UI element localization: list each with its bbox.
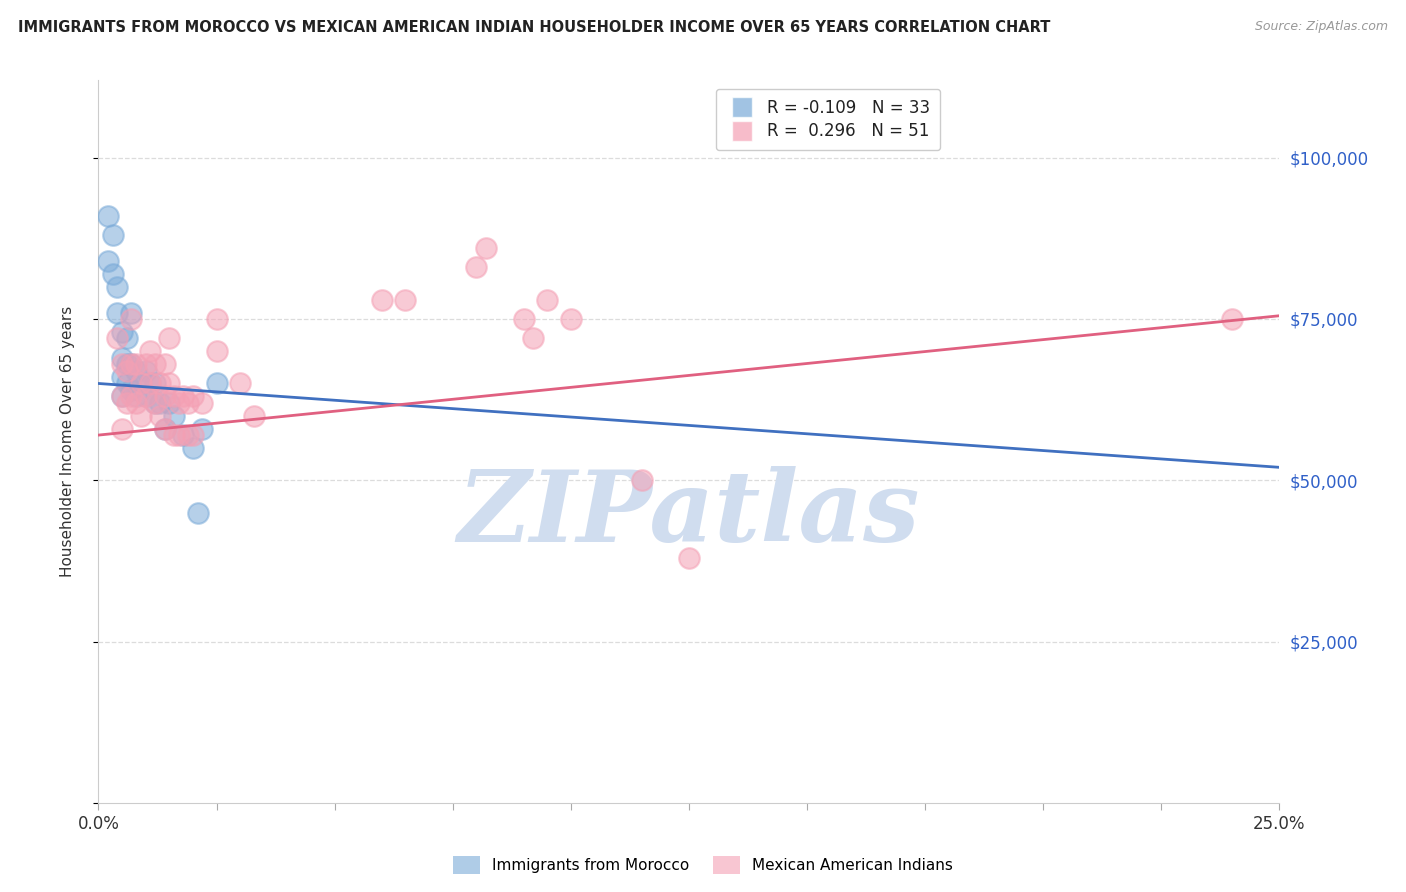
Point (115, 331, 138, 345)
Point (153, 422, 176, 436)
Point (229, 376, 252, 391)
Point (135, 363, 157, 377)
Point (394, 293, 416, 307)
Point (121, 312, 143, 326)
Point (678, 550, 700, 565)
Point (465, 260, 488, 275)
Point (187, 506, 209, 520)
Point (143, 357, 166, 371)
Point (125, 363, 148, 377)
Point (125, 389, 148, 403)
Point (536, 293, 558, 307)
Point (163, 389, 186, 403)
Point (157, 331, 180, 345)
Point (135, 389, 157, 403)
Point (163, 428, 186, 442)
Point (101, 228, 124, 243)
Point (121, 389, 143, 403)
Point (163, 409, 186, 423)
Point (111, 389, 134, 403)
Point (181, 428, 204, 442)
Point (143, 376, 166, 391)
Legend: R = -0.109   N = 33, R =  0.296   N = 51: R = -0.109 N = 33, R = 0.296 N = 51 (716, 88, 941, 151)
Point (157, 396, 180, 410)
Point (522, 331, 544, 345)
Point (143, 396, 166, 410)
Point (111, 325, 134, 339)
Point (139, 344, 162, 359)
Point (167, 396, 190, 410)
Point (153, 357, 176, 371)
Point (129, 376, 152, 391)
Point (125, 357, 148, 371)
Point (371, 293, 394, 307)
Point (105, 305, 128, 319)
Point (205, 344, 228, 359)
Point (172, 428, 194, 442)
Text: Source: ZipAtlas.com: Source: ZipAtlas.com (1254, 20, 1388, 33)
Point (115, 357, 138, 371)
Point (181, 441, 204, 455)
Point (111, 370, 134, 384)
Point (149, 396, 172, 410)
Point (115, 376, 138, 391)
Point (172, 389, 194, 403)
Point (167, 428, 190, 442)
Point (121, 383, 143, 397)
Point (177, 396, 200, 410)
Point (243, 409, 266, 423)
Point (191, 396, 214, 410)
Point (125, 396, 148, 410)
Point (121, 357, 143, 371)
Legend: Immigrants from Morocco, Mexican American Indians: Immigrants from Morocco, Mexican America… (447, 850, 959, 880)
Point (105, 331, 128, 345)
Point (139, 376, 162, 391)
Point (101, 267, 124, 281)
Point (129, 409, 152, 423)
Point (97, 209, 120, 223)
Point (512, 312, 534, 326)
Point (135, 357, 157, 371)
Point (560, 312, 582, 326)
Text: IMMIGRANTS FROM MOROCCO VS MEXICAN AMERICAN INDIAN HOUSEHOLDER INCOME OVER 65 YE: IMMIGRANTS FROM MOROCCO VS MEXICAN AMERI… (18, 20, 1050, 35)
Point (111, 389, 134, 403)
Point (177, 428, 200, 442)
Point (139, 376, 162, 391)
Point (205, 312, 228, 326)
Point (1220, 312, 1243, 326)
Point (97, 253, 120, 268)
Point (135, 389, 157, 403)
Point (111, 351, 134, 365)
Text: ZIPatlas: ZIPatlas (458, 466, 920, 562)
Point (191, 422, 214, 436)
Y-axis label: Householder Income Over 65 years: Householder Income Over 65 years (60, 306, 75, 577)
Point (121, 357, 143, 371)
Point (630, 473, 652, 487)
Point (157, 376, 180, 391)
Point (149, 409, 172, 423)
Point (181, 389, 204, 403)
Point (153, 389, 176, 403)
Point (111, 422, 134, 436)
Point (115, 396, 138, 410)
Point (121, 305, 143, 319)
Point (149, 376, 172, 391)
Point (475, 241, 498, 255)
Point (129, 376, 152, 391)
Point (115, 363, 138, 377)
Point (143, 396, 166, 410)
Point (153, 422, 176, 436)
Point (105, 279, 128, 293)
Point (205, 376, 228, 391)
Point (111, 357, 134, 371)
